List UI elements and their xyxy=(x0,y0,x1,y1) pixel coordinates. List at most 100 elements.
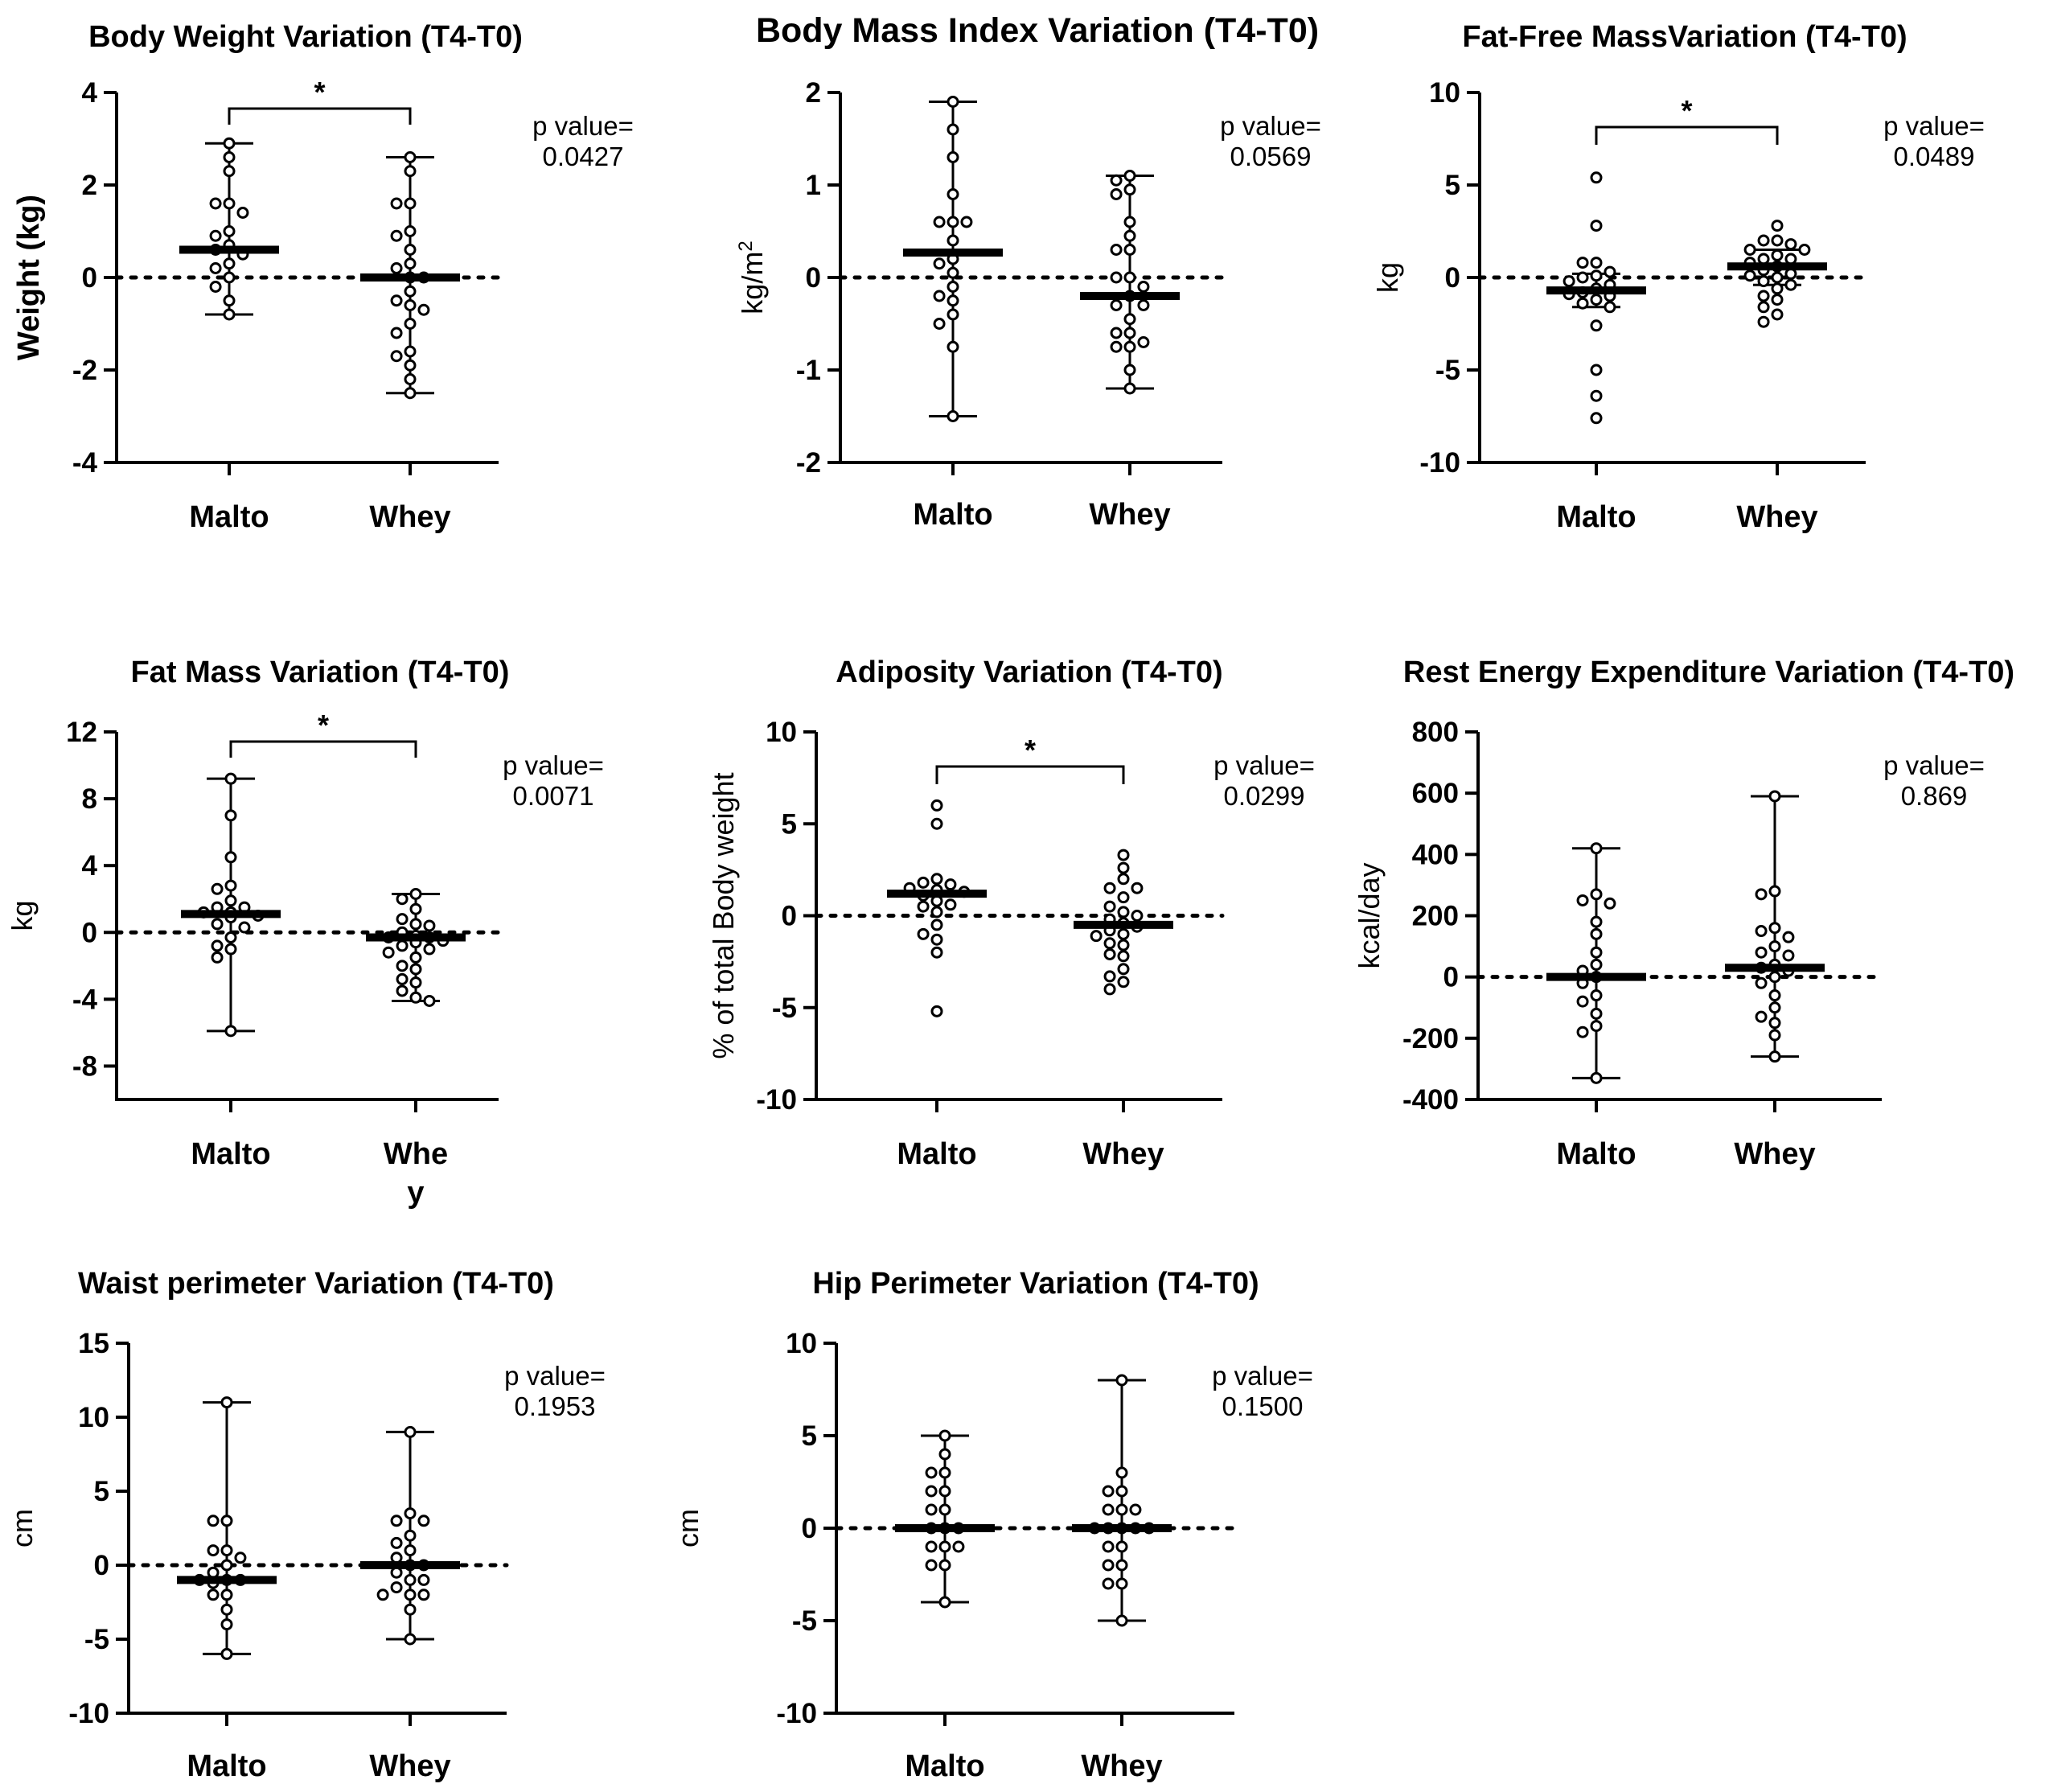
data-point xyxy=(1103,970,1116,983)
data-point xyxy=(404,1589,417,1601)
group-whey xyxy=(1080,170,1180,395)
y-tick-label: 5 xyxy=(1445,170,1460,201)
group-whey xyxy=(1727,220,1827,328)
data-point xyxy=(1115,1503,1128,1516)
data-point xyxy=(1784,238,1797,251)
y-tick-label: -200 xyxy=(1402,1023,1459,1054)
data-point xyxy=(930,946,943,959)
data-point xyxy=(223,165,236,178)
data-point xyxy=(223,137,236,150)
y-tick-label: 0 xyxy=(782,901,797,932)
data-point xyxy=(947,188,959,200)
data-point xyxy=(1115,1614,1128,1627)
panel-adi: Adiposity Variation (T4-T0) 10 5 0 -5 -10 % of… xyxy=(707,656,1315,1171)
data-point xyxy=(938,1596,951,1609)
data-point xyxy=(404,1633,417,1646)
data-point xyxy=(1115,1577,1128,1590)
chart-title: Hip Perimeter Variation (T4-T0) xyxy=(812,1267,1259,1301)
category-label: Malto xyxy=(905,1749,984,1783)
y-tick-label: -400 xyxy=(1402,1084,1459,1116)
data-point xyxy=(390,350,403,363)
group-malto xyxy=(1546,842,1646,1084)
y-tick-label: 10 xyxy=(78,1402,109,1433)
data-point xyxy=(1590,1020,1603,1033)
data-point xyxy=(930,906,943,919)
data-point xyxy=(1137,336,1150,348)
y-tick-label: 12 xyxy=(66,717,97,748)
data-point xyxy=(917,876,930,889)
category-label: Whey xyxy=(1082,1137,1164,1171)
data-point xyxy=(1782,931,1795,943)
chart-title: Waist perimeter Variation (T4-T0) xyxy=(78,1267,554,1301)
data-point xyxy=(1123,313,1136,326)
data-point xyxy=(1123,327,1136,339)
data-point xyxy=(211,918,224,931)
data-point xyxy=(376,1589,389,1601)
y-tick-label: -1 xyxy=(796,355,821,386)
y-tick-label: 5 xyxy=(802,1420,817,1452)
data-point xyxy=(1576,257,1589,269)
group-malto xyxy=(177,1396,277,1660)
data-point xyxy=(207,1566,220,1579)
data-point xyxy=(390,1536,403,1549)
data-point xyxy=(409,976,422,989)
data-point xyxy=(1103,882,1116,894)
group-whey xyxy=(1725,790,1825,1063)
y-tick-label: 4 xyxy=(82,850,98,882)
category-label: Malto xyxy=(191,1137,270,1171)
data-point xyxy=(1604,265,1616,278)
data-point xyxy=(1115,1559,1128,1572)
chart-title: Adiposity Variation (T4-T0) xyxy=(836,656,1222,689)
y-tick-label: 0 xyxy=(82,917,97,948)
data-point xyxy=(1102,1577,1115,1590)
data-point xyxy=(209,281,222,293)
data-point xyxy=(944,898,957,911)
data-point xyxy=(1102,1559,1115,1572)
data-point xyxy=(211,951,224,964)
data-point xyxy=(1755,976,1768,989)
data-point xyxy=(404,359,417,372)
data-point xyxy=(947,234,959,247)
data-point xyxy=(1771,308,1784,321)
data-point xyxy=(404,225,417,237)
y-axis-label: cm xyxy=(6,1509,39,1547)
y-tick-label: 10 xyxy=(1429,77,1460,109)
data-point xyxy=(238,921,251,934)
data-point xyxy=(1782,949,1795,962)
p-value: 0.0427 xyxy=(543,142,624,171)
panel-bw: Body Weight Variation (T4-T0) 4 2 0 -2 -4 Weig… xyxy=(12,20,634,534)
data-point xyxy=(925,1503,938,1516)
data-point xyxy=(1576,297,1589,310)
data-point xyxy=(1110,188,1123,200)
group-malto xyxy=(903,96,1003,422)
data-point xyxy=(938,1448,951,1461)
y-tick-label: -8 xyxy=(72,1050,97,1082)
significance-marker: * xyxy=(318,709,329,742)
data-point xyxy=(1768,885,1781,898)
category-label: Malto xyxy=(189,500,269,534)
data-point xyxy=(404,1573,417,1586)
data-point xyxy=(1110,244,1123,256)
data-point xyxy=(390,229,403,242)
data-point xyxy=(938,1559,951,1572)
data-point xyxy=(1590,294,1603,306)
data-point xyxy=(220,1559,233,1572)
data-point xyxy=(1137,281,1150,293)
data-point xyxy=(1123,271,1136,284)
data-point xyxy=(1123,216,1136,228)
data-point xyxy=(409,951,422,964)
data-point xyxy=(404,285,417,298)
y-tick-label: 5 xyxy=(782,808,797,840)
data-point xyxy=(423,919,436,932)
y-tick-label: -10 xyxy=(68,1698,109,1729)
data-point xyxy=(409,963,422,976)
y-tick-label: 800 xyxy=(1412,717,1459,748)
data-point xyxy=(933,257,946,270)
group-malto xyxy=(887,799,987,1017)
data-point xyxy=(1768,1001,1781,1014)
data-point xyxy=(223,257,236,270)
data-point xyxy=(211,939,224,952)
group-malto xyxy=(895,1429,995,1609)
data-point xyxy=(396,893,409,906)
data-point xyxy=(1771,271,1784,284)
